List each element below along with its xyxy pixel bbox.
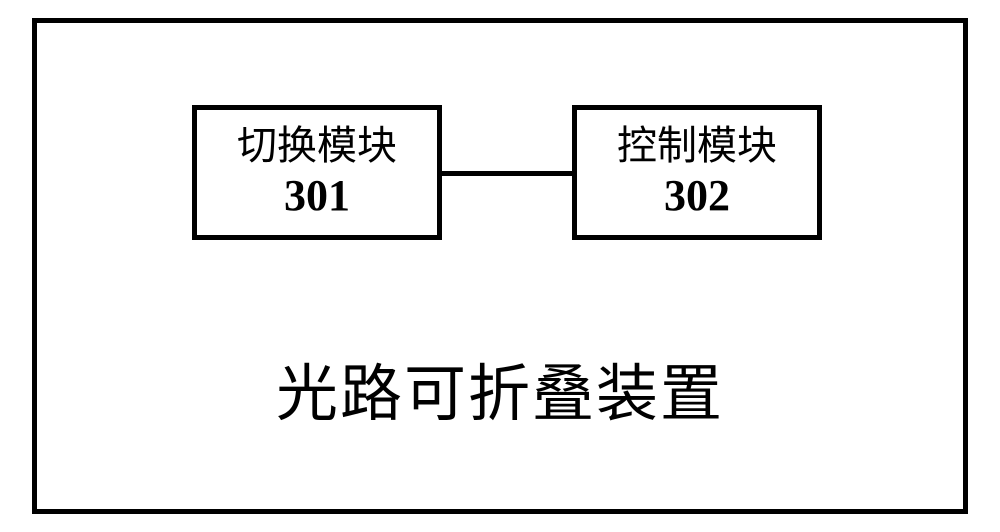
diagram-outer-frame: 切换模块 301 控制模块 302 光路可折叠装置 [32,18,968,514]
control-module-box: 控制模块 302 [572,105,822,240]
control-module-number: 302 [664,170,730,223]
switch-module-box: 切换模块 301 [192,105,442,240]
switch-module-number: 301 [284,170,350,223]
diagram-title: 光路可折叠装置 [37,343,963,433]
switch-module-label: 切换模块 [237,122,397,170]
control-module-label: 控制模块 [617,122,777,170]
module-connector [442,171,572,176]
